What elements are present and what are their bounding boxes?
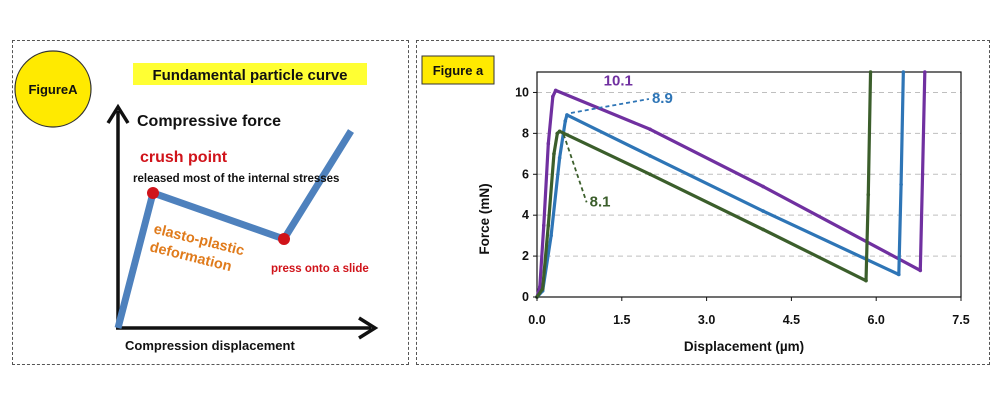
- tick-layer: 0 2 4 6 8 10 0.0 1.5 3.0 4.5 6.0 7.5: [515, 85, 970, 327]
- data-point: [549, 233, 553, 238]
- y-tick-label: 2: [522, 249, 529, 263]
- figure-b-badge-box: [421, 55, 495, 85]
- data-point: [648, 154, 652, 158]
- annotation-layer: 10.1 8.9 8.1: [562, 72, 673, 210]
- figure-a-title-highlight: [133, 63, 367, 85]
- crush-point-marker: [147, 187, 159, 199]
- figure-a-title: Fundamental particle curve: [152, 67, 347, 84]
- data-point: [648, 172, 652, 177]
- figure-a-badge-circle: [14, 50, 92, 128]
- figure-b-badge: Figure a: [433, 63, 484, 78]
- chart-ylabel: Force (mN): [477, 183, 492, 254]
- series-label-10.1: 10.1: [604, 72, 633, 89]
- figure-a-ylabel: Compressive force: [137, 113, 281, 130]
- crush-point-note: released most of the internal stresses: [133, 173, 339, 185]
- data-point: [551, 94, 555, 99]
- annotation-leader: [570, 98, 650, 114]
- data-point: [553, 88, 558, 93]
- figure-a-diagram: Fundamental particle curve FigureA Compr…: [14, 50, 379, 353]
- data-point: [540, 287, 545, 291]
- data-point: [546, 223, 551, 228]
- x-tick-label: 1.5: [613, 313, 630, 327]
- data-point: [565, 113, 569, 117]
- slide-point-marker: [278, 233, 290, 245]
- grid-layer: [537, 91, 961, 257]
- data-point: [761, 209, 765, 213]
- data-point: [899, 182, 903, 187]
- data-point: [552, 152, 556, 156]
- particle-curve: [114, 129, 354, 329]
- figure-a-xlabel: Compression displacement: [125, 338, 295, 353]
- y-tick-label: 8: [522, 126, 529, 140]
- y-axis-arrowhead: [106, 103, 130, 124]
- series-layer: [535, 70, 927, 299]
- data-point: [866, 192, 871, 197]
- data-point: [541, 223, 546, 228]
- y-tick-label: 4: [522, 208, 529, 222]
- figure-a-badge: FigureA: [28, 82, 78, 97]
- data-point: [923, 70, 927, 74]
- data-point: [761, 184, 765, 189]
- data-point: [920, 172, 925, 177]
- data-point: [648, 127, 652, 132]
- data-point: [557, 129, 562, 134]
- crush-point-label: crush point: [140, 149, 228, 166]
- chart-xlabel: Displacement (µm): [684, 339, 804, 354]
- data-point: [557, 156, 562, 160]
- force-displacement-chart: Figure a 10.1 8.9 8.1 0 2 4 6 8 10 0.0 1.5 3.0 4.5 6…: [421, 55, 970, 354]
- data-point: [868, 70, 873, 74]
- plot-frame: [536, 71, 962, 298]
- data-point: [897, 272, 901, 277]
- slide-note: press onto a slide: [271, 263, 369, 275]
- y-tick-label: 6: [522, 167, 529, 181]
- x-tick-label: 7.5: [952, 313, 969, 327]
- data-point: [538, 284, 542, 289]
- x-tick-label: 0.0: [528, 313, 545, 327]
- data-point: [563, 119, 568, 123]
- series-line-8.1: [535, 71, 873, 298]
- series-label-8.9: 8.9: [652, 90, 673, 107]
- x-tick-label: 4.5: [783, 313, 800, 327]
- x-axis-arrowhead: [358, 316, 379, 340]
- x-tick-label: 3.0: [698, 313, 715, 327]
- figure-a-panel: Fundamental particle curve FigureA Compr…: [12, 40, 409, 365]
- data-point: [901, 70, 906, 74]
- data-point: [546, 141, 551, 146]
- x-tick-label: 6.0: [868, 313, 885, 327]
- y-tick-label: 10: [515, 85, 529, 99]
- data-point: [918, 268, 923, 273]
- data-point: [761, 227, 765, 232]
- data-point: [864, 278, 868, 283]
- figure-b-panel: Figure a 10.1 8.9 8.1 0 2 4 6 8 10 0.0 1.5 3.0 4.5 6…: [416, 40, 990, 365]
- series-label-8.1: 8.1: [590, 193, 611, 210]
- y-tick-label: 0: [522, 290, 529, 304]
- annotation-leader: [562, 134, 588, 203]
